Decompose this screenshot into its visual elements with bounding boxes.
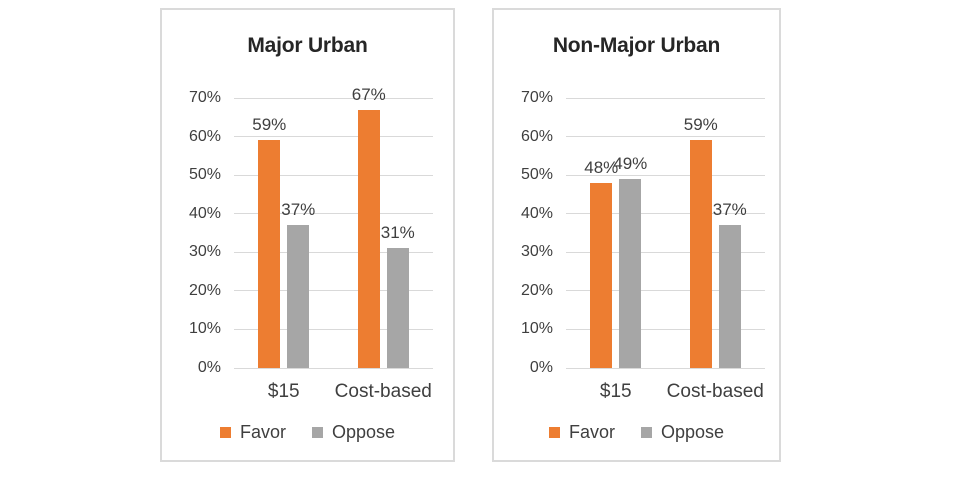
x-axis-category-label: Cost-based (334, 381, 432, 402)
value-label: 49% (613, 154, 648, 173)
bar-favor-2 (689, 140, 712, 368)
chart-title: Non-Major Urban (552, 34, 721, 57)
y-axis-tick-label: 0% (197, 359, 221, 376)
gridline (566, 97, 765, 99)
gridline (566, 213, 765, 215)
chart-panel-major-urban: Major Urban 0% 10% 20% 30% 40% 50% 60% 70% 59% 37… (160, 8, 455, 462)
gridline (234, 97, 433, 99)
y-axis-tick-label: 40% (188, 204, 221, 222)
value-label: 37% (281, 200, 316, 220)
gridline (234, 174, 433, 176)
y-axis-tick-label: 10% (520, 320, 553, 338)
y-axis-tick-label: 30% (188, 243, 221, 261)
gridline (566, 174, 765, 176)
chart-panel-non-major-urban: Non-Major Urban 0% 10% 20% 30% 40% 50% 60% 70% 4… (492, 8, 781, 462)
y-axis-tick-label: 70% (188, 89, 221, 106)
gridline (234, 290, 433, 292)
y-axis-tick-label: 60% (520, 127, 553, 145)
y-axis-tick-label: 20% (188, 281, 221, 299)
legend-label: Favor (568, 422, 615, 442)
legend-swatch-icon (219, 427, 231, 438)
value-label: 31% (380, 223, 415, 243)
gridline (566, 290, 765, 292)
y-axis-tick-label: 70% (520, 89, 553, 106)
chart-title: Major Urban (247, 34, 368, 57)
y-axis-tick-label: 50% (520, 166, 553, 184)
legend-label: Oppose (331, 422, 396, 442)
legend-item-favor: Favor (219, 422, 286, 443)
gridline (566, 136, 765, 138)
gridline (234, 328, 433, 330)
y-axis-tick-label: 40% (520, 204, 553, 222)
legend: Favor Oppose (494, 422, 779, 443)
y-axis-tick-label: 30% (520, 243, 553, 261)
gridline (566, 328, 765, 330)
gridline (234, 367, 433, 369)
legend-swatch-icon (640, 427, 652, 438)
gridline (234, 213, 433, 215)
bar-oppose-1 (287, 225, 310, 368)
plot-area: 0% 10% 20% 30% 40% 50% 60% 70% 48% 49% $15 59% 37% Co… (521, 89, 765, 402)
x-axis-category-label: $15 (267, 381, 300, 402)
bar-favor-2 (357, 109, 380, 368)
x-axis-category-label: Cost-based (666, 381, 764, 402)
y-axis-tick-label: 10% (188, 320, 221, 338)
legend-label: Favor (239, 422, 286, 442)
plot-area: 0% 10% 20% 30% 40% 50% 60% 70% 59% 37% $15 67% 31% Co… (189, 85, 433, 402)
x-axis-category-label: $15 (599, 381, 632, 402)
value-label: 48% (584, 157, 619, 177)
value-label: 37% (712, 200, 747, 220)
bar-oppose-1 (619, 179, 642, 368)
y-axis-tick-label: 50% (188, 166, 221, 184)
gridline (566, 367, 765, 369)
legend: Favor Oppose (162, 422, 453, 443)
legend-swatch-icon (548, 427, 560, 438)
bar-favor-1 (258, 140, 281, 368)
gridline (234, 251, 433, 253)
bar-oppose-2 (386, 248, 409, 368)
bar-oppose-2 (718, 225, 741, 368)
y-axis-tick-label: 0% (529, 359, 553, 376)
bar-favor-1 (590, 182, 613, 368)
legend-item-oppose: Oppose (640, 422, 725, 443)
legend-swatch-icon (311, 427, 323, 438)
y-axis-tick-label: 60% (188, 127, 221, 145)
legend-item-favor: Favor (548, 422, 615, 443)
value-label: 59% (683, 115, 718, 135)
legend-label: Oppose (660, 422, 725, 442)
value-label: 59% (252, 115, 287, 135)
gridline (234, 136, 433, 138)
legend-item-oppose: Oppose (311, 422, 396, 443)
value-label: 67% (351, 84, 386, 104)
y-axis-tick-label: 20% (520, 281, 553, 299)
gridline (566, 251, 765, 253)
